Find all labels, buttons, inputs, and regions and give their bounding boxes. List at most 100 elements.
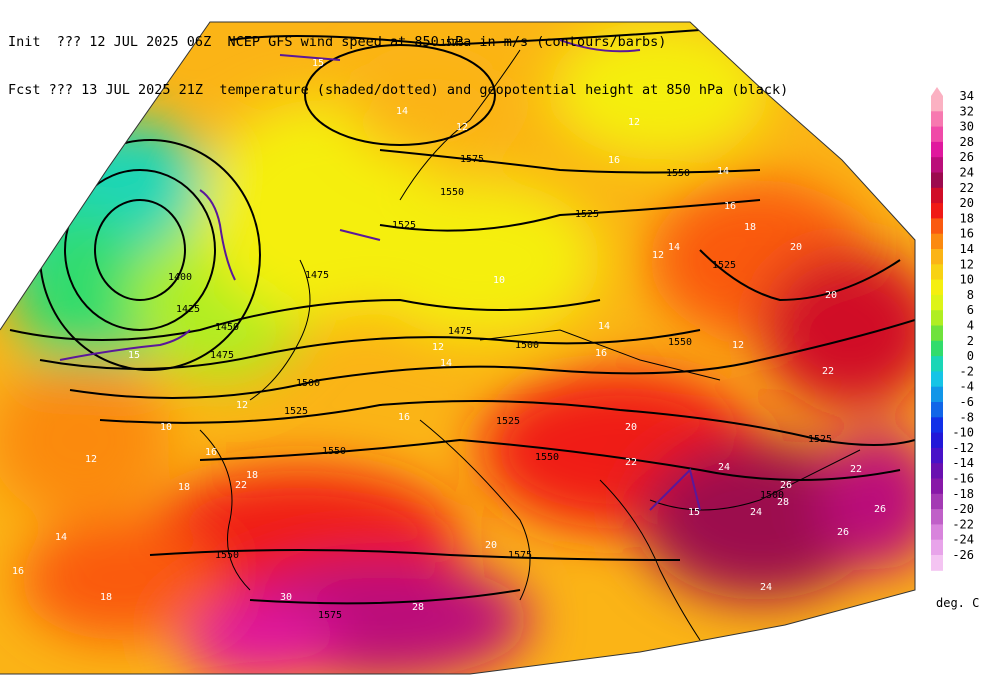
height-contour-label: 1475 (448, 326, 472, 337)
wind-contour-label: 14 (396, 106, 408, 117)
height-contour-label: 1575 (318, 610, 342, 621)
wind-contour-label: 14 (668, 242, 680, 253)
legend-swatch (931, 463, 943, 479)
wind-contours (59, 39, 701, 511)
legend-arrow (931, 87, 943, 96)
legend-swatch (931, 402, 943, 418)
legend-label: 32 (960, 104, 974, 118)
height-contour-label: 1550 (215, 550, 239, 561)
legend-swatch (931, 509, 943, 525)
height-contour-label: 1550 (440, 187, 464, 198)
legend-label: 34 (960, 89, 974, 103)
legend-swatch (931, 249, 943, 265)
legend-swatch (931, 432, 943, 449)
height-contour-label: 1400 (168, 272, 192, 283)
legend-swatch (931, 447, 943, 464)
legend-swatch (931, 96, 943, 112)
legend-label: 18 (960, 211, 974, 225)
wind-contour-label: 20 (485, 540, 497, 551)
legend-label: 14 (960, 242, 974, 256)
wind-contour-label: 28 (412, 602, 424, 613)
temperature-legend: 3432302826242220181614121086420-2-4-6-8-… (931, 87, 974, 571)
height-contour-label: 1500 (296, 378, 320, 389)
wind-contour-label: 18 (744, 222, 756, 233)
legend-label: 4 (967, 319, 974, 333)
height-contour-label: 1525 (496, 416, 520, 427)
map-frame (0, 21, 916, 675)
legend-label: 22 (960, 181, 974, 195)
height-contour-label: 1450 (215, 322, 239, 333)
legend-label: -22 (952, 517, 974, 531)
wind-contour-label: 18 (100, 592, 112, 603)
legend-label: 8 (967, 288, 974, 302)
height-contour-label: 1525 (575, 209, 599, 220)
legend-label: -2 (960, 364, 974, 378)
legend-swatch (931, 126, 943, 143)
wind-contour-label: 22 (822, 366, 834, 377)
legend-label: 6 (967, 303, 974, 317)
legend-label: -4 (960, 380, 974, 394)
height-contour-label: 1550 (666, 168, 690, 179)
wind-contour-label: 24 (760, 582, 772, 593)
legend-label: -18 (952, 487, 974, 501)
legend-label: -14 (952, 456, 974, 470)
legend-swatch (931, 555, 943, 571)
height-contour-label: 1550 (322, 446, 346, 457)
legend-swatch (931, 417, 943, 434)
height-labels: 1575 1575 1550 1550 1525 1525 1525 1500 1475 1475… (168, 38, 832, 621)
legend-label: 2 (967, 334, 974, 348)
legend-label: 12 (960, 257, 974, 271)
wind-contour-label: 12 (236, 400, 248, 411)
height-contour-label: 1550 (535, 452, 559, 463)
legend-label: 30 (960, 120, 974, 134)
legend-label: 28 (960, 135, 974, 149)
wind-labels: 15 14 12 12 16 14 16 18 12 14 10 14 12 14 16 12 12 16 15 15… (12, 58, 886, 613)
coastlines (199, 49, 861, 641)
height-contours (9, 29, 915, 605)
wind-contour-label: 14 (55, 532, 67, 543)
legend-swatch (931, 187, 943, 204)
legend-swatch (931, 386, 943, 403)
wind-contour-label: 14 (717, 166, 729, 177)
legend-label: 24 (960, 166, 974, 180)
wind-contour-label: 12 (732, 340, 744, 351)
legend-swatch (931, 264, 943, 281)
height-contour-label: 1575 (440, 38, 464, 49)
wind-contour-label: 22 (625, 457, 637, 468)
legend-label: -24 (952, 533, 974, 547)
legend-label: -16 (952, 472, 974, 486)
height-contour-label: 1475 (210, 350, 234, 361)
legend-units: deg. C (936, 596, 980, 610)
wind-contour-label: 26 (874, 504, 886, 515)
wind-contour-label: 22 (850, 464, 862, 475)
height-contour-label: 1550 (668, 337, 692, 348)
wind-contour-label: 14 (440, 358, 452, 369)
legend-label: -6 (960, 395, 974, 409)
height-contour-label: 1525 (392, 220, 416, 231)
height-contour-label: 1575 (460, 154, 484, 165)
wind-contour-label: 20 (625, 422, 637, 433)
height-contour-label: 1475 (305, 270, 329, 281)
legend-label: 0 (967, 349, 974, 363)
legend-label: 26 (960, 150, 974, 164)
legend-swatch (931, 111, 943, 128)
legend-swatch (931, 157, 943, 173)
legend-swatch (931, 233, 943, 250)
wind-contour-label: 16 (398, 412, 410, 423)
wind-contour-label: 16 (12, 566, 24, 577)
wind-contour-label: 20 (790, 242, 802, 253)
wind-contour-label: 20 (825, 290, 837, 301)
map-header: Init ??? 12 JUL 2025 06Z NCEP GFS wind s… (8, 2, 788, 114)
wind-contour-label: 10 (160, 422, 172, 433)
wind-contour-label: 16 (595, 348, 607, 359)
legend-swatch (931, 310, 943, 326)
height-contour-label: 1525 (284, 406, 308, 417)
legend-swatch (931, 141, 943, 158)
wind-contour-label: 24 (750, 507, 762, 518)
height-contour-label: 1525 (808, 434, 832, 445)
legend-swatch (931, 203, 943, 219)
wind-contour-label: 18 (246, 470, 258, 481)
wind-contour-label: 12 (628, 117, 640, 128)
wind-contour-label: 16 (205, 447, 217, 458)
